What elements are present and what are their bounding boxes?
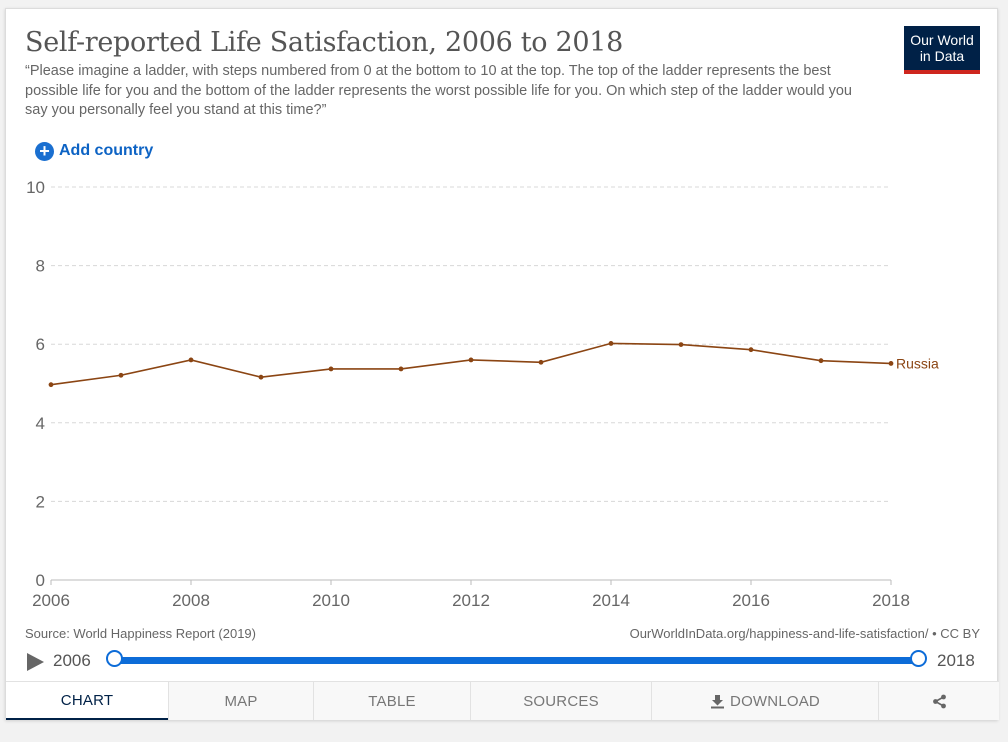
share-button[interactable] <box>878 682 999 720</box>
data-point <box>888 361 894 366</box>
chart-title: Self-reported Life Satisfaction, 2006 to… <box>25 27 624 58</box>
tab-download-label: DOWNLOAD <box>730 692 820 710</box>
data-point <box>678 342 684 347</box>
y-tick-label: 10 <box>26 178 45 197</box>
x-tick-label: 2018 <box>872 591 910 610</box>
logo-line-2: in Data <box>919 48 965 64</box>
data-point <box>608 341 614 346</box>
y-tick-label: 8 <box>36 257 45 276</box>
timeline-start-handle[interactable] <box>106 650 123 667</box>
data-point <box>258 374 264 380</box>
chart-url-link[interactable]: OurWorldInData.org/happiness-and-life-sa… <box>629 626 980 641</box>
data-point <box>328 366 334 372</box>
tab-download[interactable]: DOWNLOAD <box>651 682 878 720</box>
data-point <box>118 372 124 378</box>
chart-card: Self-reported Life Satisfaction, 2006 to… <box>5 8 999 720</box>
y-tick-label: 6 <box>36 335 45 354</box>
tab-chart[interactable]: CHART <box>6 682 168 720</box>
data-point <box>748 347 754 353</box>
download-icon <box>711 694 725 708</box>
data-point <box>398 366 404 372</box>
series-label: Russia <box>896 355 939 371</box>
data-point <box>538 359 544 365</box>
tab-map[interactable]: MAP <box>168 682 313 720</box>
logo-line-1: Our World <box>910 32 974 48</box>
tab-chart-label: CHART <box>60 691 114 709</box>
tab-bar: CHART MAP TABLE SOURCES DOWNLOAD <box>6 681 999 720</box>
y-tick-label: 2 <box>36 492 45 511</box>
play-icon[interactable] <box>27 653 44 671</box>
tab-sources-label: SOURCES <box>523 692 599 710</box>
x-tick-label: 2006 <box>32 591 70 610</box>
tab-table-label: TABLE <box>368 692 416 710</box>
x-tick-label: 2016 <box>732 591 770 610</box>
add-country-label: Add country <box>59 142 154 159</box>
x-tick-label: 2010 <box>312 591 350 610</box>
timeline-track[interactable] <box>114 657 918 664</box>
data-point <box>188 357 194 363</box>
timeline-end-handle[interactable] <box>910 650 927 667</box>
series-line-russia <box>50 342 892 386</box>
tab-map-label: MAP <box>224 692 258 710</box>
line-chart: 0 2 4 6 8 10 2006 2008 2010 2012 2014 2016 2018 Russi… <box>26 178 939 610</box>
x-tick-label: 2008 <box>172 591 210 610</box>
y-tick-label: 0 <box>36 571 45 590</box>
add-country-button[interactable]: + Add country <box>35 140 153 162</box>
data-point <box>48 382 54 388</box>
x-tick-label: 2014 <box>592 591 630 610</box>
chart-subtitle: “Please imagine a ladder, with steps num… <box>25 63 852 118</box>
data-point <box>818 358 824 364</box>
x-tick-label: 2012 <box>452 591 490 610</box>
timeline[interactable]: 2006 2018 <box>6 649 999 675</box>
owid-logo[interactable]: Our World in Data <box>904 26 980 74</box>
timeline-end-label: 2018 <box>937 651 975 670</box>
data-point <box>468 357 474 363</box>
plus-circle-icon: + <box>35 141 54 161</box>
source-note[interactable]: Source: World Happiness Report (2019) <box>25 626 256 641</box>
tab-table[interactable]: TABLE <box>313 682 470 720</box>
timeline-start-label: 2006 <box>53 651 91 670</box>
y-tick-label: 4 <box>36 414 45 433</box>
tab-sources[interactable]: SOURCES <box>470 682 651 720</box>
share-icon <box>932 694 946 708</box>
